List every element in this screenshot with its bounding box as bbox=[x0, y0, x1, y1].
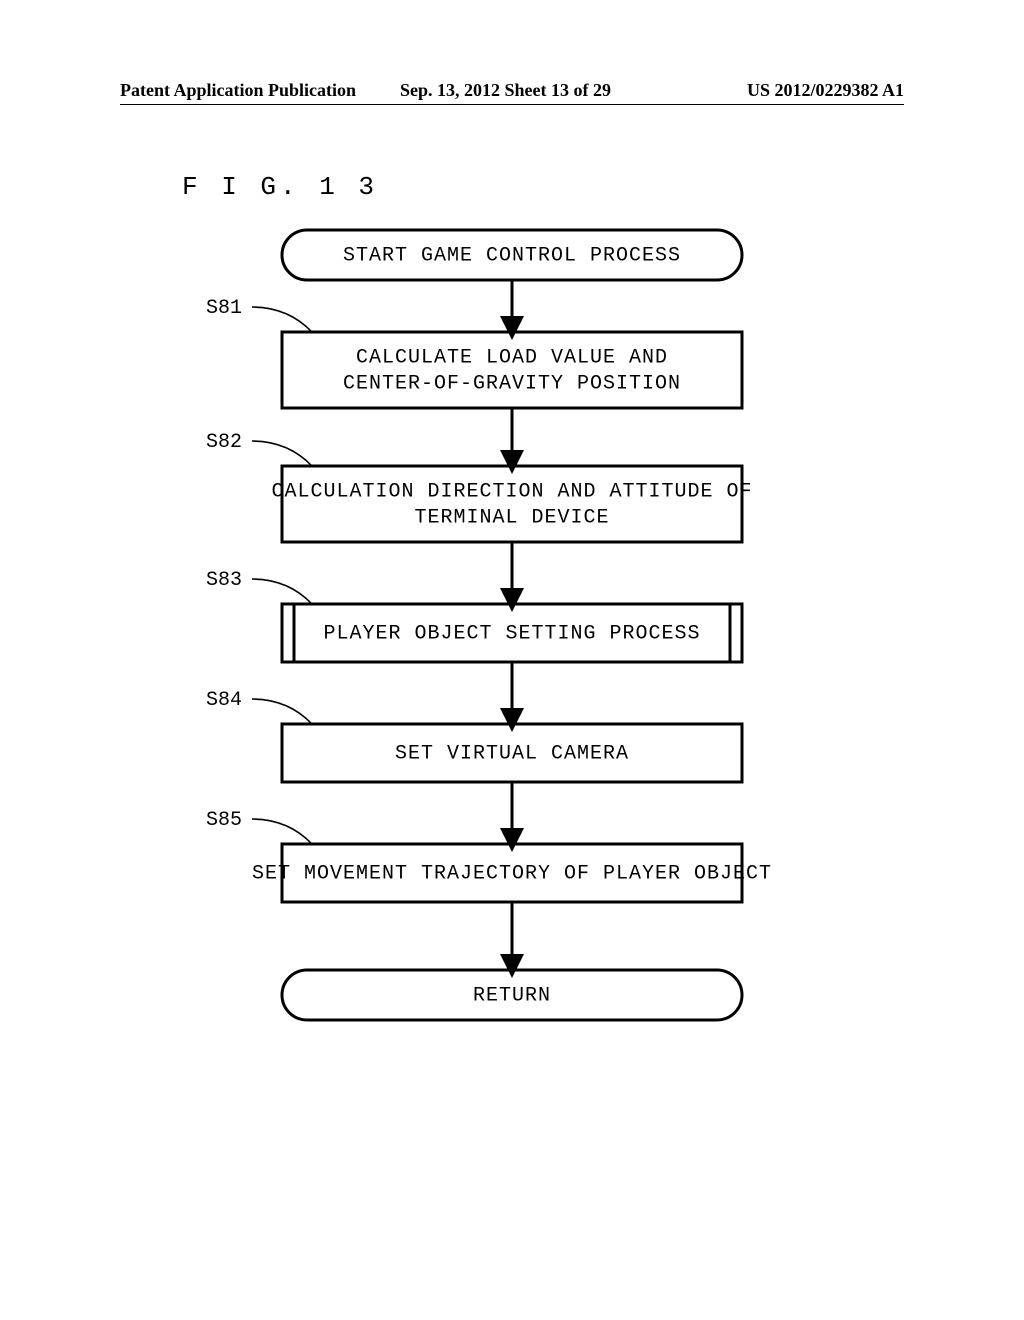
svg-text:CALCULATION DIRECTION AND ATTI: CALCULATION DIRECTION AND ATTITUDE OF bbox=[271, 481, 752, 504]
svg-text:TERMINAL DEVICE: TERMINAL DEVICE bbox=[414, 507, 609, 530]
svg-text:S83: S83 bbox=[206, 569, 242, 592]
svg-text:S81: S81 bbox=[206, 297, 242, 320]
svg-text:S84: S84 bbox=[206, 689, 242, 712]
header-right: US 2012/0229382 A1 bbox=[747, 80, 904, 101]
svg-text:START GAME CONTROL PROCESS: START GAME CONTROL PROCESS bbox=[343, 245, 681, 268]
svg-text:S85: S85 bbox=[206, 809, 242, 832]
flowchart: START GAME CONTROL PROCESS CALCULATE LOAD… bbox=[0, 210, 1024, 1080]
header-left: Patent Application Publication bbox=[120, 80, 356, 101]
figure-label: F I G. 1 3 bbox=[182, 172, 378, 202]
svg-text:SET VIRTUAL CAMERA: SET VIRTUAL CAMERA bbox=[395, 743, 629, 766]
svg-text:CALCULATE LOAD VALUE AND: CALCULATE LOAD VALUE AND bbox=[356, 347, 668, 370]
svg-text:SET MOVEMENT TRAJECTORY OF PLA: SET MOVEMENT TRAJECTORY OF PLAYER OBJECT bbox=[252, 863, 772, 886]
svg-text:RETURN: RETURN bbox=[473, 985, 551, 1008]
svg-text:S82: S82 bbox=[206, 431, 242, 454]
svg-text:CENTER-OF-GRAVITY POSITION: CENTER-OF-GRAVITY POSITION bbox=[343, 373, 681, 396]
svg-text:PLAYER OBJECT SETTING PROCESS: PLAYER OBJECT SETTING PROCESS bbox=[323, 623, 700, 646]
header-center: Sep. 13, 2012 Sheet 13 of 29 bbox=[400, 80, 611, 101]
header-rule bbox=[120, 104, 904, 105]
